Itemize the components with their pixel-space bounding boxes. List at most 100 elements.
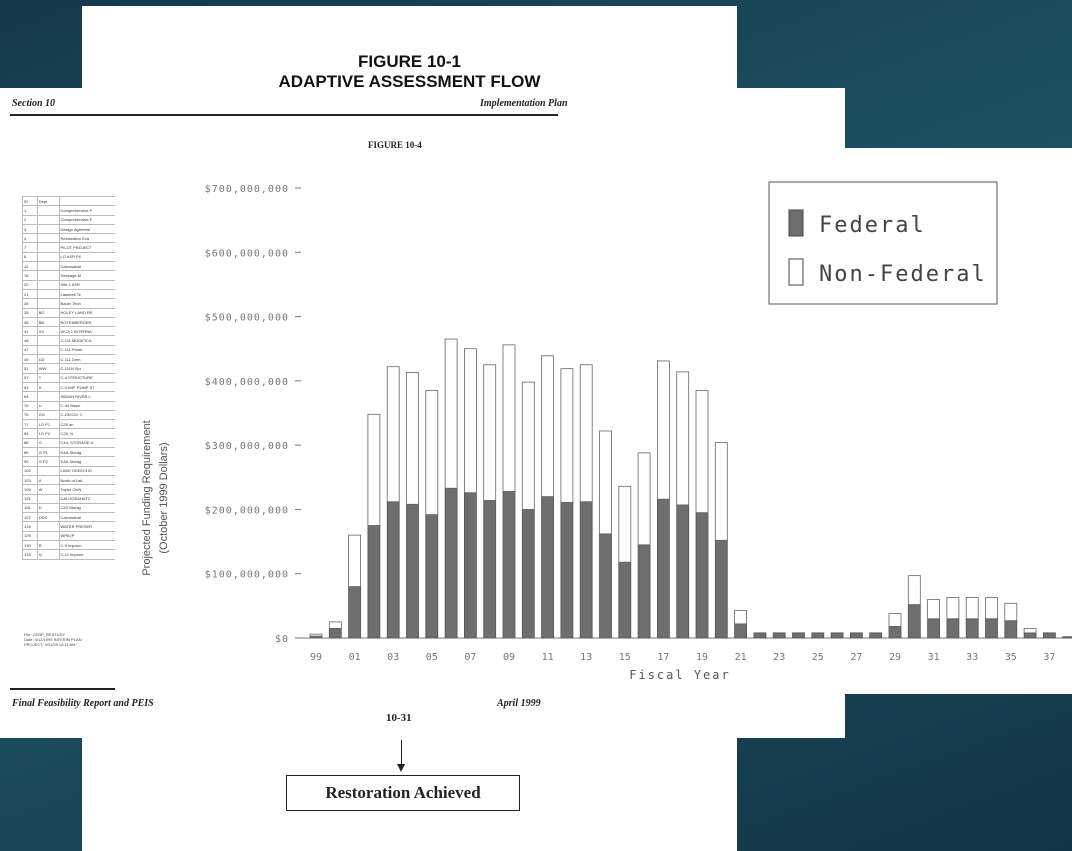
table-row: 20 Site 1 ASR	[22, 279, 117, 290]
table-cell	[36, 298, 60, 309]
table-cell: LO P1	[36, 419, 60, 430]
bar-federal-01	[348, 586, 362, 639]
table-row: 109 W Taylor Ck/N	[22, 484, 117, 495]
bar-federal-04	[406, 503, 419, 639]
table-cell: 64	[22, 391, 38, 402]
table-cell	[36, 223, 60, 235]
x-tick-label: 11	[542, 652, 554, 663]
table-row: 63 S C-9 IMP. PUMP ST	[22, 381, 117, 393]
y-tick-label: $400,000,000	[205, 377, 289, 388]
table-cell: ROTENBERGER	[58, 316, 117, 328]
table-cell: 130	[22, 539, 38, 551]
table-cell: C25 an	[58, 419, 117, 430]
bar-non-federal-32	[946, 597, 960, 620]
table-row: 122 DDD Caloosahat	[22, 512, 117, 523]
table-cell	[36, 465, 60, 476]
bar-non-federal-09	[502, 344, 516, 492]
table-cell: G	[36, 437, 60, 449]
x-tick-label: 99	[310, 652, 322, 663]
table-row: 130 R C-9 Impoun	[22, 539, 117, 551]
bar-non-federal-10	[521, 381, 535, 510]
table-row: 135 Q C-11 Impoun	[22, 549, 117, 560]
bar-federal-00	[328, 627, 342, 639]
table-cell	[36, 391, 60, 402]
table-cell	[36, 214, 60, 225]
bar-non-federal-16	[637, 452, 651, 546]
table-row: 115 CALOOSAHATC	[22, 493, 117, 504]
table-cell: C-11 Impoun	[58, 549, 117, 560]
bar-non-federal-13	[579, 364, 593, 503]
table-cell	[36, 521, 60, 532]
table-cell: 28	[22, 298, 38, 309]
bar-federal-38	[1062, 636, 1072, 639]
table-cell: LAKE OKEECHO	[58, 465, 117, 476]
table-row: 88 G C44, STORAGE A	[22, 437, 117, 449]
bar-non-federal-36	[1023, 627, 1037, 634]
table-footer-line: File: CERP_RESTUDY	[24, 632, 66, 637]
table-cell: DDD	[36, 512, 60, 523]
table-cell: 102	[22, 465, 38, 476]
table-row: 35 BG HOLEY LAND RE	[22, 307, 117, 318]
table-cell: A	[36, 474, 60, 486]
table-row: 102 LAKE OKEECHO	[22, 465, 117, 476]
bar-non-federal-29	[888, 613, 902, 627]
bar-federal-15	[618, 561, 632, 639]
table-cell: Comprehensive F	[58, 205, 117, 216]
table-cell: WW	[36, 363, 60, 374]
table-row: 89 G P1 EAA Storag	[22, 446, 117, 458]
table-row: 116 D C43 Storag	[22, 502, 117, 514]
table-header-cell: Dept	[36, 195, 60, 207]
figure-label: FIGURE 10-4	[368, 140, 422, 150]
table-cell: 7	[22, 242, 38, 253]
bar-non-federal-35	[1004, 602, 1018, 622]
table-cell	[36, 233, 60, 244]
table-row: 128 WATER PRESER	[22, 521, 117, 532]
table-cell: BB	[36, 316, 60, 328]
table-cell: 109	[22, 484, 38, 495]
table-cell: 95	[22, 456, 38, 467]
table-row: 2 Comprehensive F	[22, 214, 117, 225]
table-footer-line: PROJECT: 3/31/99 10:11 AM	[24, 642, 76, 647]
table-row: 46 C-111 MODIFICA	[22, 335, 117, 346]
legend-swatch-federal	[788, 209, 804, 237]
table-cell: C-9 IMP. PUMP ST	[58, 381, 117, 393]
table-cell: C-111 Dem	[58, 354, 117, 365]
table-cell: 16	[22, 270, 38, 281]
table-cell: C-111 Prime	[58, 344, 117, 356]
bar-non-federal-07	[463, 348, 477, 494]
table-cell: C-4 STRUCTURE	[58, 372, 117, 383]
table-cell	[36, 530, 60, 542]
table-cell: 83	[22, 428, 38, 439]
legend-label-federal: Federal	[819, 213, 926, 238]
table-row: 49 DD C-111 Dem	[22, 354, 117, 365]
table-cell: G P2	[36, 456, 60, 467]
table-cell: Comprehensive F	[58, 214, 117, 225]
table-cell: Q	[36, 549, 60, 560]
table-cell: DD	[36, 354, 60, 365]
table-row: 4 Restoration Eva	[22, 233, 117, 244]
table-row: 47 C-111 Prime	[22, 344, 117, 356]
chart-legend: Federal Non-Federal	[768, 181, 998, 305]
table-row: 8 LO ASR Pil	[22, 251, 117, 263]
table-cell: G P1	[36, 446, 60, 458]
table-cell: WPA (P	[58, 530, 117, 542]
bar-federal-25	[811, 632, 825, 639]
table-row: 16 Seepage M	[22, 270, 117, 281]
figure-title: ADAPTIVE ASSESSMENT FLOW	[278, 72, 541, 91]
y-axis-label-line1: Projected Funding Requirement	[141, 420, 153, 575]
y-tick-label: $700,000,000	[205, 184, 289, 195]
x-tick-label: 07	[464, 652, 476, 663]
table-row: 77 LO P1 C25 an	[22, 419, 117, 430]
table-cell: C25, N	[58, 428, 117, 439]
bar-non-federal-17	[657, 360, 670, 500]
bar-federal-35	[1004, 620, 1018, 639]
bar-federal-20	[714, 539, 728, 639]
table-cell: W	[36, 484, 60, 495]
x-tick-label: 33	[966, 652, 978, 663]
table-row: 129 WPA (P	[22, 530, 117, 542]
x-tick-label: 17	[657, 652, 669, 663]
bar-federal-05	[425, 514, 439, 639]
table-row: 83 LO P2 C25, N	[22, 428, 117, 439]
bar-non-federal-12	[560, 368, 574, 503]
table-cell: Lakebelt Te	[58, 288, 117, 300]
